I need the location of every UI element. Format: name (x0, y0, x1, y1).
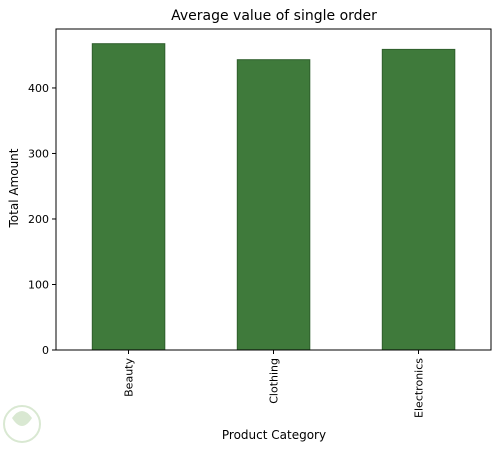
x-tick-label-beauty: Beauty (123, 358, 136, 397)
y-tick-label-200: 200 (28, 213, 49, 226)
x-axis-label: Product Category (222, 428, 326, 442)
bar-electronics (381, 48, 456, 351)
y-tick-label-400: 400 (28, 82, 49, 95)
bar-beauty (91, 43, 166, 351)
bar-clothing (236, 59, 311, 351)
x-tick-label-electronics: Electronics (413, 358, 426, 418)
x-tick-label-clothing: Clothing (268, 358, 281, 404)
y-axis-label: Total Amount (7, 148, 21, 228)
chart-title: Average value of single order (171, 8, 377, 24)
y-tick-label-300: 300 (28, 147, 49, 160)
bars (91, 43, 456, 351)
logo-mark (3, 405, 41, 443)
y-tick-label-100: 100 (28, 278, 49, 291)
y-tick-label-0: 0 (42, 344, 49, 357)
ticks: Beauty Clothing Electronics 0 100 200 300 400 (28, 82, 426, 418)
